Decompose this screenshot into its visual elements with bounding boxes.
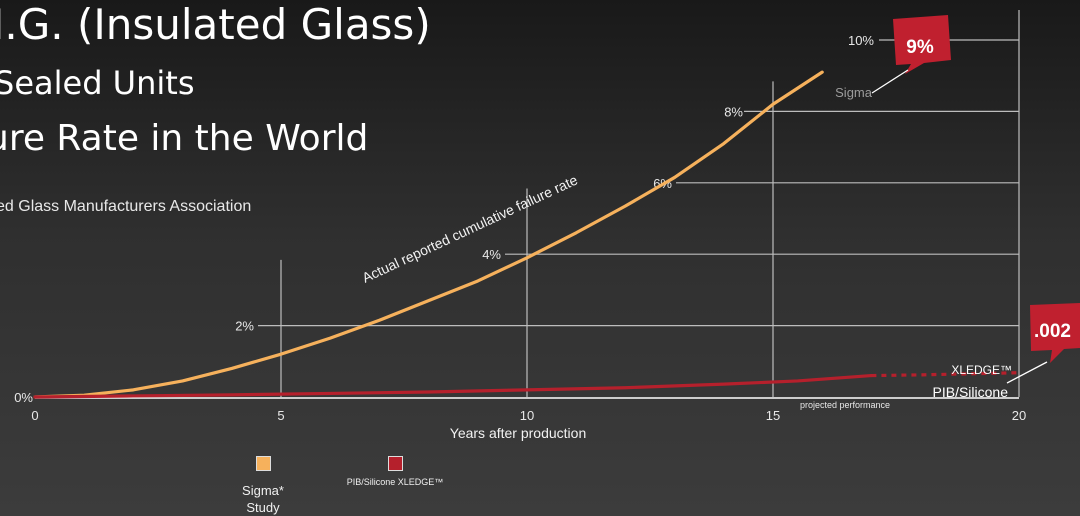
x-axis-label: Years after production — [450, 425, 586, 441]
x-axis-ticks: 0 5 10 15 20 — [31, 408, 1026, 423]
legend-swatch-sigma — [255, 456, 271, 471]
x-tick-label: 20 — [1012, 408, 1026, 423]
series-layer — [33, 70, 1020, 399]
sigma-callout-box — [893, 15, 951, 74]
pib-silicone-series-line — [33, 373, 873, 399]
xledge-callout: .002 XLEDGE™ PIB/Silicone — [933, 303, 1080, 400]
legend-swatch-xledge — [387, 456, 403, 471]
pib-silicone-label: PIB/Silicone — [933, 384, 1009, 400]
sigma-series-label: Sigma — [835, 85, 873, 100]
sigma-callout-pointer — [871, 69, 909, 94]
x-tick-label: 10 — [520, 408, 534, 423]
y-tick-label: 10% — [848, 33, 874, 48]
legend-item-sigma: Sigma* Study — [228, 456, 298, 516]
legend-label-xledge: PIB/Silicone XLEDGE™ — [346, 477, 444, 487]
curve-annotation: Actual reported cumulative failure rate — [360, 171, 581, 285]
xledge-callout-box — [1030, 303, 1080, 363]
xledge-projected-series-line — [871, 371, 1020, 378]
y-axis-ticks: 0%2%4%6%8%10% — [14, 33, 874, 405]
y-tick-label: 8% — [724, 104, 743, 119]
chart-grid — [35, 10, 1020, 399]
source-text: ed Glass Manufacturers Association — [0, 198, 252, 215]
page-title: I.G. (Insulated Glass) — [0, 0, 431, 49]
x-tick-label: 0 — [31, 408, 38, 423]
legend-item-xledge: PIB/Silicone XLEDGE™ — [330, 456, 460, 487]
sigma-callout-value: 9% — [906, 37, 934, 58]
projected-annotation: projected performance — [800, 400, 890, 410]
legend-label-sigma: Sigma* Study — [242, 483, 284, 515]
page-subtitle: Sealed Units — [0, 64, 195, 102]
sigma-callout: 9% Sigma — [835, 15, 951, 100]
xledge-callout-value: .002 — [1034, 321, 1071, 342]
xledge-label: XLEDGE™ — [951, 363, 1012, 377]
y-tick-label: 2% — [235, 319, 254, 334]
xledge-callout-pointer — [1006, 361, 1048, 384]
page-subtitle-2: ure Rate in the World — [0, 118, 369, 159]
x-tick-label: 15 — [766, 408, 780, 423]
y-tick-label: 4% — [482, 247, 501, 262]
x-tick-label: 5 — [277, 408, 284, 423]
sigma-series-line — [33, 70, 824, 399]
y-tick-label: 0% — [14, 390, 33, 405]
